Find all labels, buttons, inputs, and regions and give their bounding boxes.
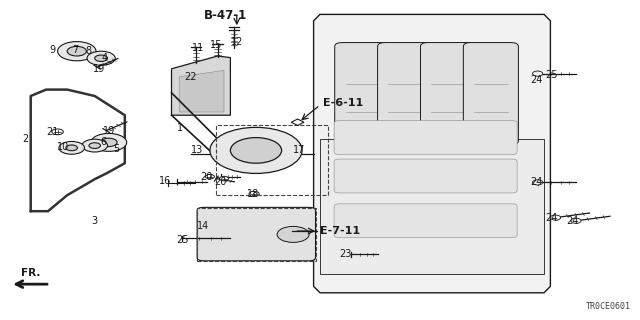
Circle shape	[52, 129, 63, 135]
Text: 24: 24	[530, 75, 543, 85]
Text: 13: 13	[191, 145, 204, 156]
Text: FR.: FR.	[21, 268, 40, 278]
Circle shape	[67, 46, 86, 56]
Text: 19: 19	[93, 64, 106, 74]
Circle shape	[210, 127, 302, 173]
Text: 6: 6	[100, 137, 107, 148]
Text: 4: 4	[101, 52, 108, 63]
FancyBboxPatch shape	[335, 43, 390, 145]
FancyBboxPatch shape	[378, 43, 433, 145]
Text: 14: 14	[197, 220, 210, 231]
Text: 18: 18	[246, 189, 259, 199]
Text: 8: 8	[85, 46, 92, 56]
FancyBboxPatch shape	[420, 43, 476, 145]
Circle shape	[95, 55, 108, 61]
Polygon shape	[179, 70, 224, 112]
Text: 5: 5	[113, 144, 120, 154]
Circle shape	[532, 71, 543, 76]
Text: 15: 15	[210, 40, 223, 50]
FancyBboxPatch shape	[334, 159, 517, 193]
Bar	[216, 125, 328, 195]
Circle shape	[249, 191, 259, 196]
FancyBboxPatch shape	[334, 204, 517, 238]
Text: B-47-1: B-47-1	[204, 9, 247, 22]
Circle shape	[220, 176, 228, 181]
Text: 22: 22	[184, 72, 197, 82]
Circle shape	[91, 133, 127, 151]
Circle shape	[66, 145, 77, 151]
Text: 12: 12	[230, 36, 243, 47]
Text: 2: 2	[22, 134, 29, 144]
Text: 1: 1	[177, 123, 184, 133]
Bar	[197, 208, 316, 261]
Circle shape	[571, 218, 581, 223]
Circle shape	[82, 139, 108, 152]
Text: E-7-11: E-7-11	[320, 226, 360, 236]
FancyBboxPatch shape	[334, 121, 517, 155]
Text: 17: 17	[293, 145, 306, 156]
Text: 24: 24	[545, 212, 558, 223]
Circle shape	[59, 141, 84, 154]
Text: 9: 9	[49, 44, 56, 55]
Text: 20: 20	[200, 172, 212, 182]
Circle shape	[532, 180, 543, 185]
Text: 3: 3	[92, 216, 98, 226]
Circle shape	[277, 226, 309, 243]
Text: TR0CE0601: TR0CE0601	[586, 302, 630, 311]
Text: 19: 19	[102, 126, 115, 136]
Circle shape	[550, 215, 561, 220]
Text: 21: 21	[46, 127, 59, 137]
Text: E-6-11: E-6-11	[323, 98, 364, 108]
Polygon shape	[172, 56, 230, 115]
Polygon shape	[314, 14, 550, 293]
Circle shape	[58, 42, 96, 61]
Text: 24: 24	[530, 177, 543, 188]
Text: 24: 24	[566, 216, 579, 226]
FancyBboxPatch shape	[197, 207, 316, 261]
Text: 25: 25	[545, 70, 558, 80]
FancyBboxPatch shape	[463, 43, 518, 145]
Text: 10: 10	[56, 142, 69, 152]
Text: 25: 25	[176, 235, 189, 245]
Text: 16: 16	[159, 176, 172, 186]
Text: 20: 20	[214, 177, 227, 188]
Bar	[320, 139, 544, 274]
Circle shape	[230, 138, 282, 163]
Circle shape	[89, 143, 100, 148]
Text: 7: 7	[72, 44, 79, 55]
Circle shape	[205, 174, 214, 179]
Circle shape	[100, 138, 117, 147]
Text: 11: 11	[192, 43, 205, 53]
Text: 23: 23	[339, 249, 352, 260]
Circle shape	[87, 51, 115, 65]
